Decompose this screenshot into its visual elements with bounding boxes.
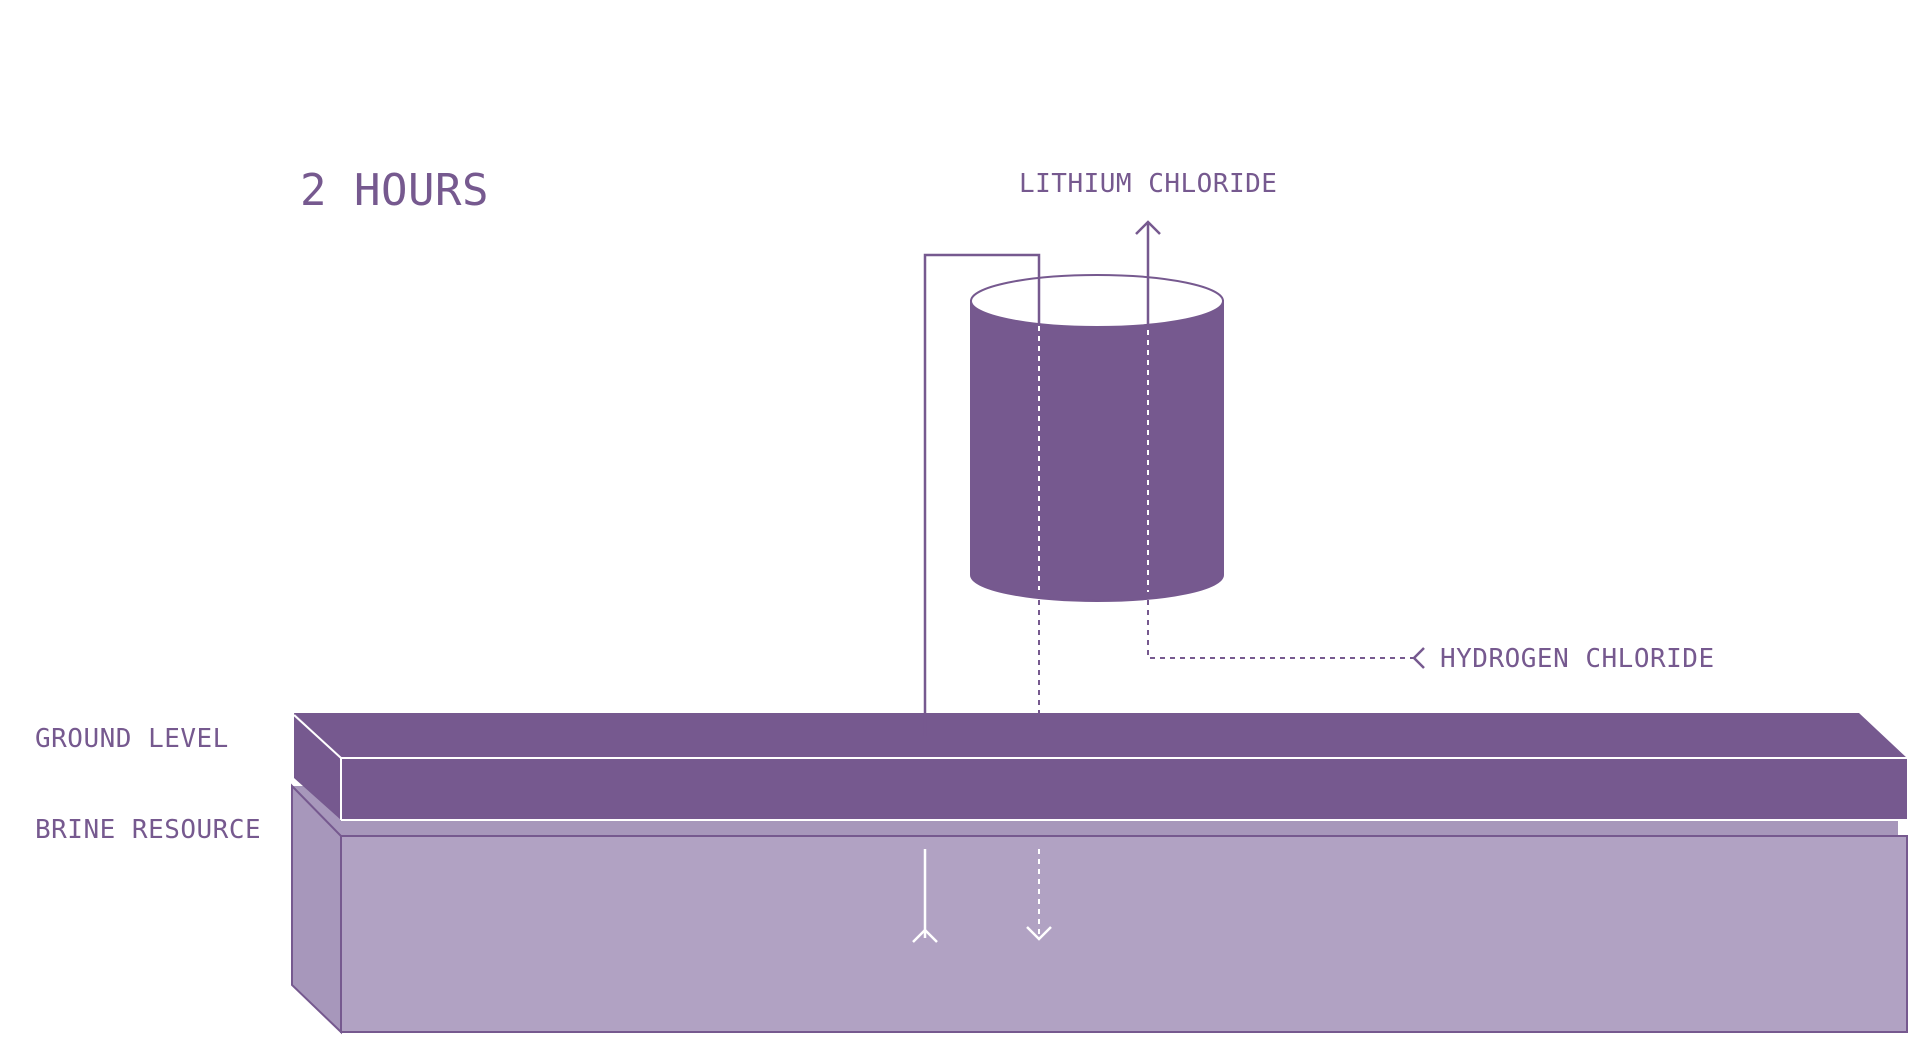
hcl-line-outside: [1147, 600, 1416, 659]
ground-slab: [293, 713, 1907, 821]
tank-top: [970, 274, 1224, 328]
lithium-output-arrow-icon: [1135, 220, 1161, 235]
lithium-chloride-label: LITHIUM CHLORIDE: [1019, 169, 1277, 199]
brine-resource-label: BRINE RESOURCE: [35, 815, 261, 845]
ground-edge-corner: [293, 714, 342, 759]
ground-front-face: [341, 758, 1907, 820]
brine-resource-block: [291, 783, 1908, 1035]
ground-left-face: [294, 713, 341, 820]
supply-pipe-above-ground: [923, 253, 1041, 736]
ground-level-label: GROUND LEVEL: [35, 724, 229, 754]
ground-top-face: [294, 713, 1907, 758]
lithium-chloride-output: [1135, 220, 1161, 324]
supply-inlet-arrow-icon: [912, 928, 938, 943]
reinjection-pipe: [1026, 326, 1052, 941]
tank-body: [970, 300, 1224, 602]
brine-supply-pipe: [912, 253, 1041, 943]
extraction-tank: [970, 274, 1224, 602]
hydrogen-chloride-input: [1147, 330, 1425, 669]
reinjection-arrow-icon: [1026, 926, 1052, 941]
hcl-input-arrow-icon: [1412, 647, 1425, 669]
duration-title: 2 HOURS: [300, 165, 489, 216]
hydrogen-chloride-label: HYDROGEN CHLORIDE: [1440, 644, 1715, 674]
brine-front-face: [340, 835, 1908, 1033]
